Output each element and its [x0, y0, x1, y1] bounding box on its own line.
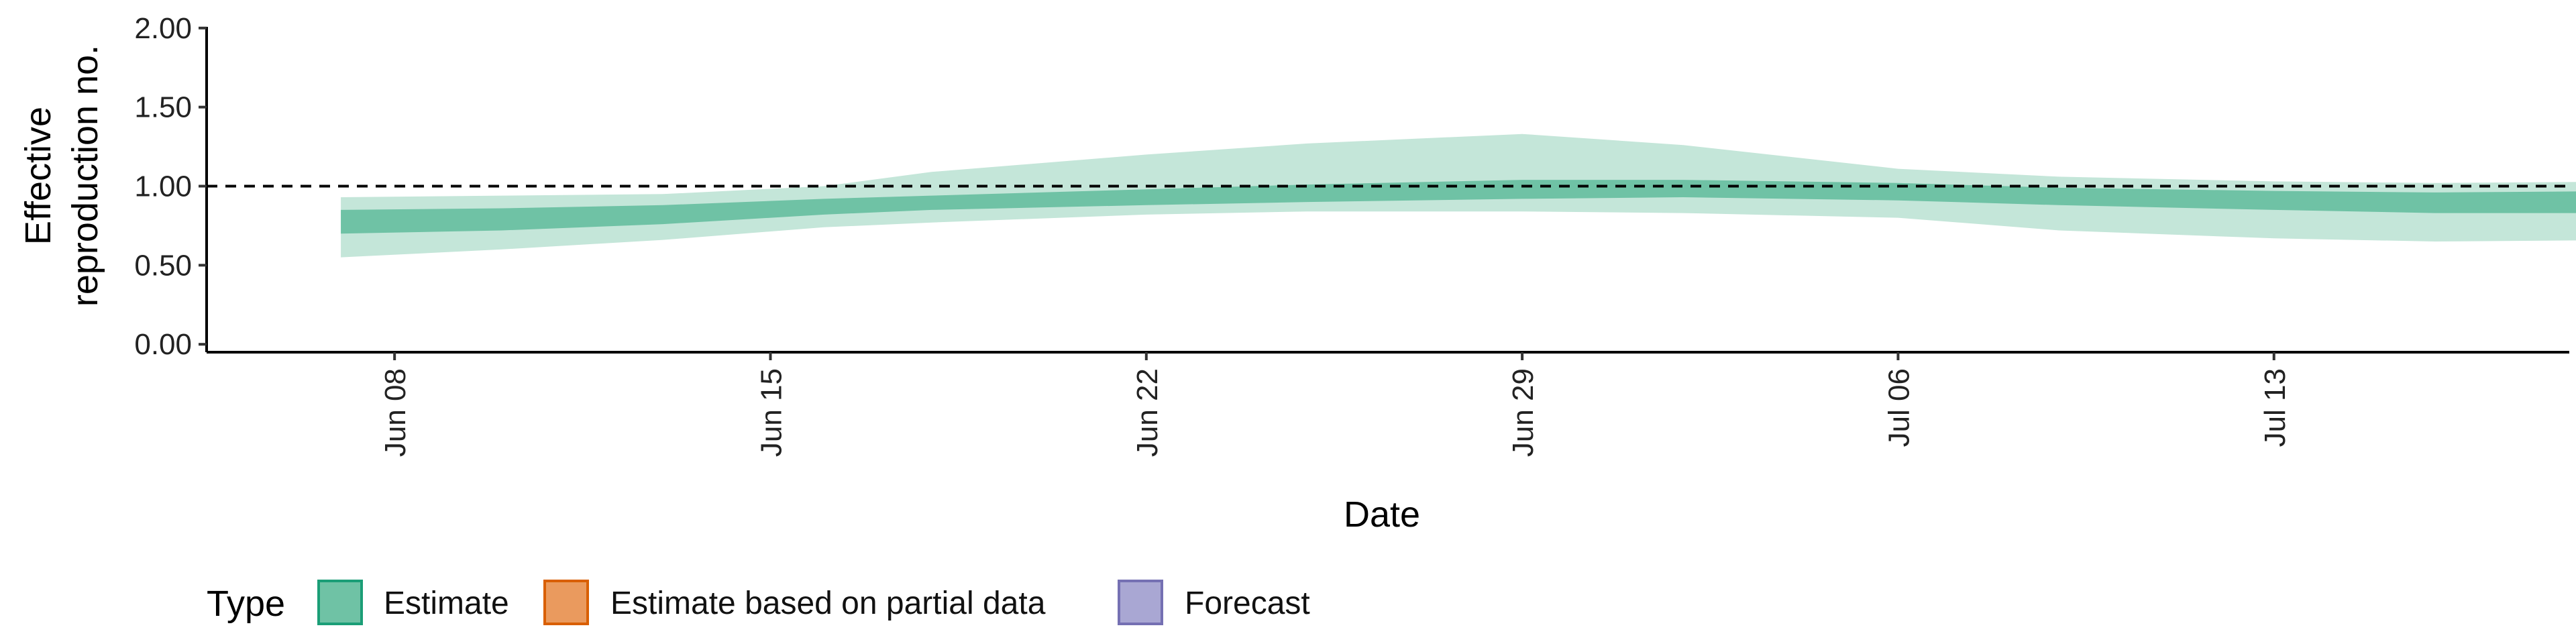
axis-titles: Date Effective reproduction no.: [18, 45, 1420, 535]
plot-bands: [341, 133, 2576, 258]
legend-label-forecast: Forecast: [1185, 586, 1310, 621]
x-tick-label: Jul 06: [1882, 368, 1915, 447]
x-tick-label: Jun 15: [755, 368, 788, 457]
legend: Type Estimate Estimate based on partial …: [207, 580, 1310, 625]
y-tick-label: 0.50: [134, 249, 192, 282]
y-tick-label: 0.00: [134, 328, 192, 361]
y-axis-title-line2: reproduction no.: [65, 45, 105, 307]
legend-swatch-partial: [543, 580, 589, 625]
legend-label-estimate: Estimate: [384, 586, 509, 621]
y-tick-label: 1.00: [134, 170, 192, 203]
x-axis-title: Date: [1344, 494, 1420, 535]
reference-lines: [207, 184, 2569, 188]
y-axis-title-line1: Effective: [18, 107, 58, 245]
estimate-inner-band: [341, 180, 2576, 234]
axes: 0.00 0.50 1.00 1.50 2.00 Jun 08 Jun 15 Jun 22 Ju…: [134, 12, 2569, 457]
y-tick-label: 2.00: [134, 12, 192, 45]
x-tick-label: Jul 13: [2259, 368, 2292, 447]
legend-title: Type: [207, 584, 285, 624]
x-tick-label: Jun 08: [379, 368, 412, 457]
legend-swatch-forecast: [1118, 580, 1163, 625]
legend-swatch-estimate: [317, 580, 363, 625]
legend-label-partial: Estimate based on partial data: [610, 586, 1046, 621]
x-tick-label: Jun 29: [1507, 368, 1540, 457]
x-tick-label: Jun 22: [1131, 368, 1164, 457]
y-tick-label: 1.50: [134, 91, 192, 124]
